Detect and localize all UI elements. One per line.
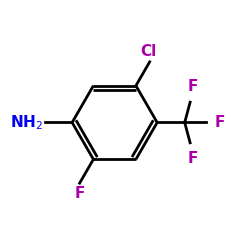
Text: F: F bbox=[215, 115, 225, 130]
Text: F: F bbox=[187, 152, 198, 166]
Text: F: F bbox=[187, 78, 198, 94]
Text: F: F bbox=[74, 186, 85, 201]
Text: NH$_2$: NH$_2$ bbox=[10, 113, 42, 132]
Text: Cl: Cl bbox=[140, 44, 157, 59]
